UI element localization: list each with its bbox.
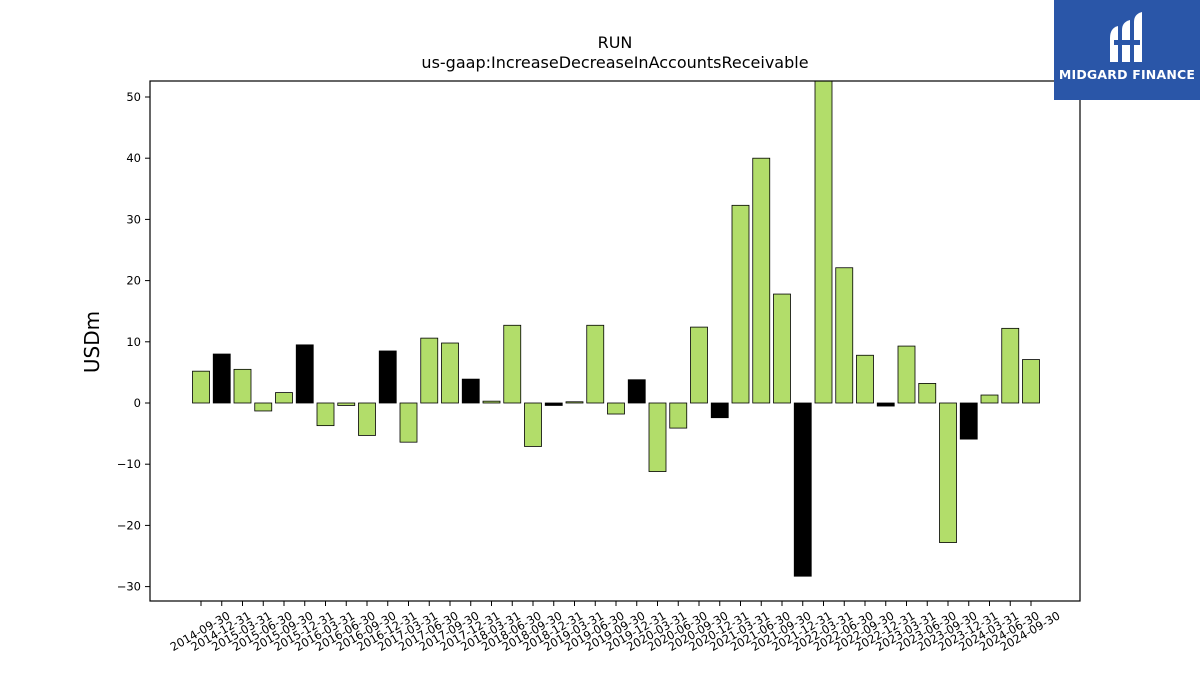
bar-2017-03-31 <box>399 402 418 443</box>
bar-2022-03-31 <box>814 80 833 404</box>
bar-2023-12-31 <box>959 402 978 440</box>
bar-2017-12-31 <box>461 378 480 404</box>
bar-2024-03-31 <box>980 394 999 404</box>
y-tick-label: −20 <box>117 518 141 532</box>
bar-2018-12-31 <box>544 402 563 406</box>
midgard-logo-mark-icon <box>1110 12 1142 62</box>
bar-2019-03-31 <box>565 401 584 404</box>
bar-2022-09-30 <box>856 354 874 404</box>
bar-2022-12-31 <box>876 402 895 407</box>
bar-2020-06-30 <box>669 402 688 429</box>
bar-2021-06-30 <box>752 157 771 404</box>
bar-2024-06-30 <box>1001 327 1020 404</box>
bar-2020-12-31 <box>710 402 729 419</box>
y-tick-label: 20 <box>126 274 141 288</box>
midgard-finance-logo: MIDGARD FINANCE <box>1054 0 1200 100</box>
logo-text: MIDGARD FINANCE <box>1058 67 1196 82</box>
bar-2015-09-30 <box>275 392 293 404</box>
bar-2023-03-31 <box>897 345 916 404</box>
bar-2022-06-30 <box>835 267 854 404</box>
bar-2023-09-30 <box>939 402 957 543</box>
bar-2020-03-31 <box>648 402 667 472</box>
y-tick-label: −10 <box>117 457 141 471</box>
bar-2014-12-31 <box>212 353 231 404</box>
chart-title: RUN <box>598 33 633 52</box>
y-tick-label: 50 <box>126 90 141 104</box>
bar-2021-03-31 <box>731 204 750 404</box>
bar-2019-12-31 <box>627 379 646 404</box>
bar-2021-12-31 <box>793 402 812 577</box>
bar-2024-09-30 <box>1022 359 1040 404</box>
bar-2016-06-30 <box>337 402 356 406</box>
bar-2018-09-30 <box>524 402 542 447</box>
bar-2020-09-30 <box>690 326 708 404</box>
bar-2017-06-30 <box>420 337 439 404</box>
y-tick-label: 40 <box>126 151 141 165</box>
chart-subtitle: us-gaap:IncreaseDecreaseInAccountsReceiv… <box>421 53 808 72</box>
bar-2014-09-30 <box>192 370 210 404</box>
y-axis: −30 −20 −10 0 10 20 30 40 50 <box>117 90 150 594</box>
bar-2016-09-30 <box>358 402 376 436</box>
y-tick-label: 30 <box>126 212 141 226</box>
bars-group <box>192 80 1040 577</box>
bar-2019-09-30 <box>607 402 625 415</box>
bar-2015-06-30 <box>254 402 273 412</box>
y-tick-label: 0 <box>134 396 141 410</box>
x-axis: 2014-09-302014-12-312015-03-312015-06-30… <box>168 601 1063 654</box>
bar-2018-06-30 <box>503 324 522 404</box>
bar-2021-09-30 <box>773 293 791 404</box>
bar-2023-06-30 <box>918 383 937 404</box>
bar-2016-03-31 <box>316 402 335 427</box>
y-tick-label: −30 <box>117 580 141 594</box>
y-axis-label: USDm <box>80 311 104 373</box>
bar-2015-12-31 <box>295 344 314 404</box>
y-tick-label: 10 <box>126 335 141 349</box>
bar-2017-09-30 <box>441 342 459 404</box>
bar-2019-06-30 <box>586 324 605 404</box>
bar-2016-12-31 <box>378 350 397 404</box>
bar-2015-03-31 <box>233 368 252 404</box>
plot-frame <box>149 80 1081 602</box>
bar-2018-03-31 <box>482 400 501 404</box>
